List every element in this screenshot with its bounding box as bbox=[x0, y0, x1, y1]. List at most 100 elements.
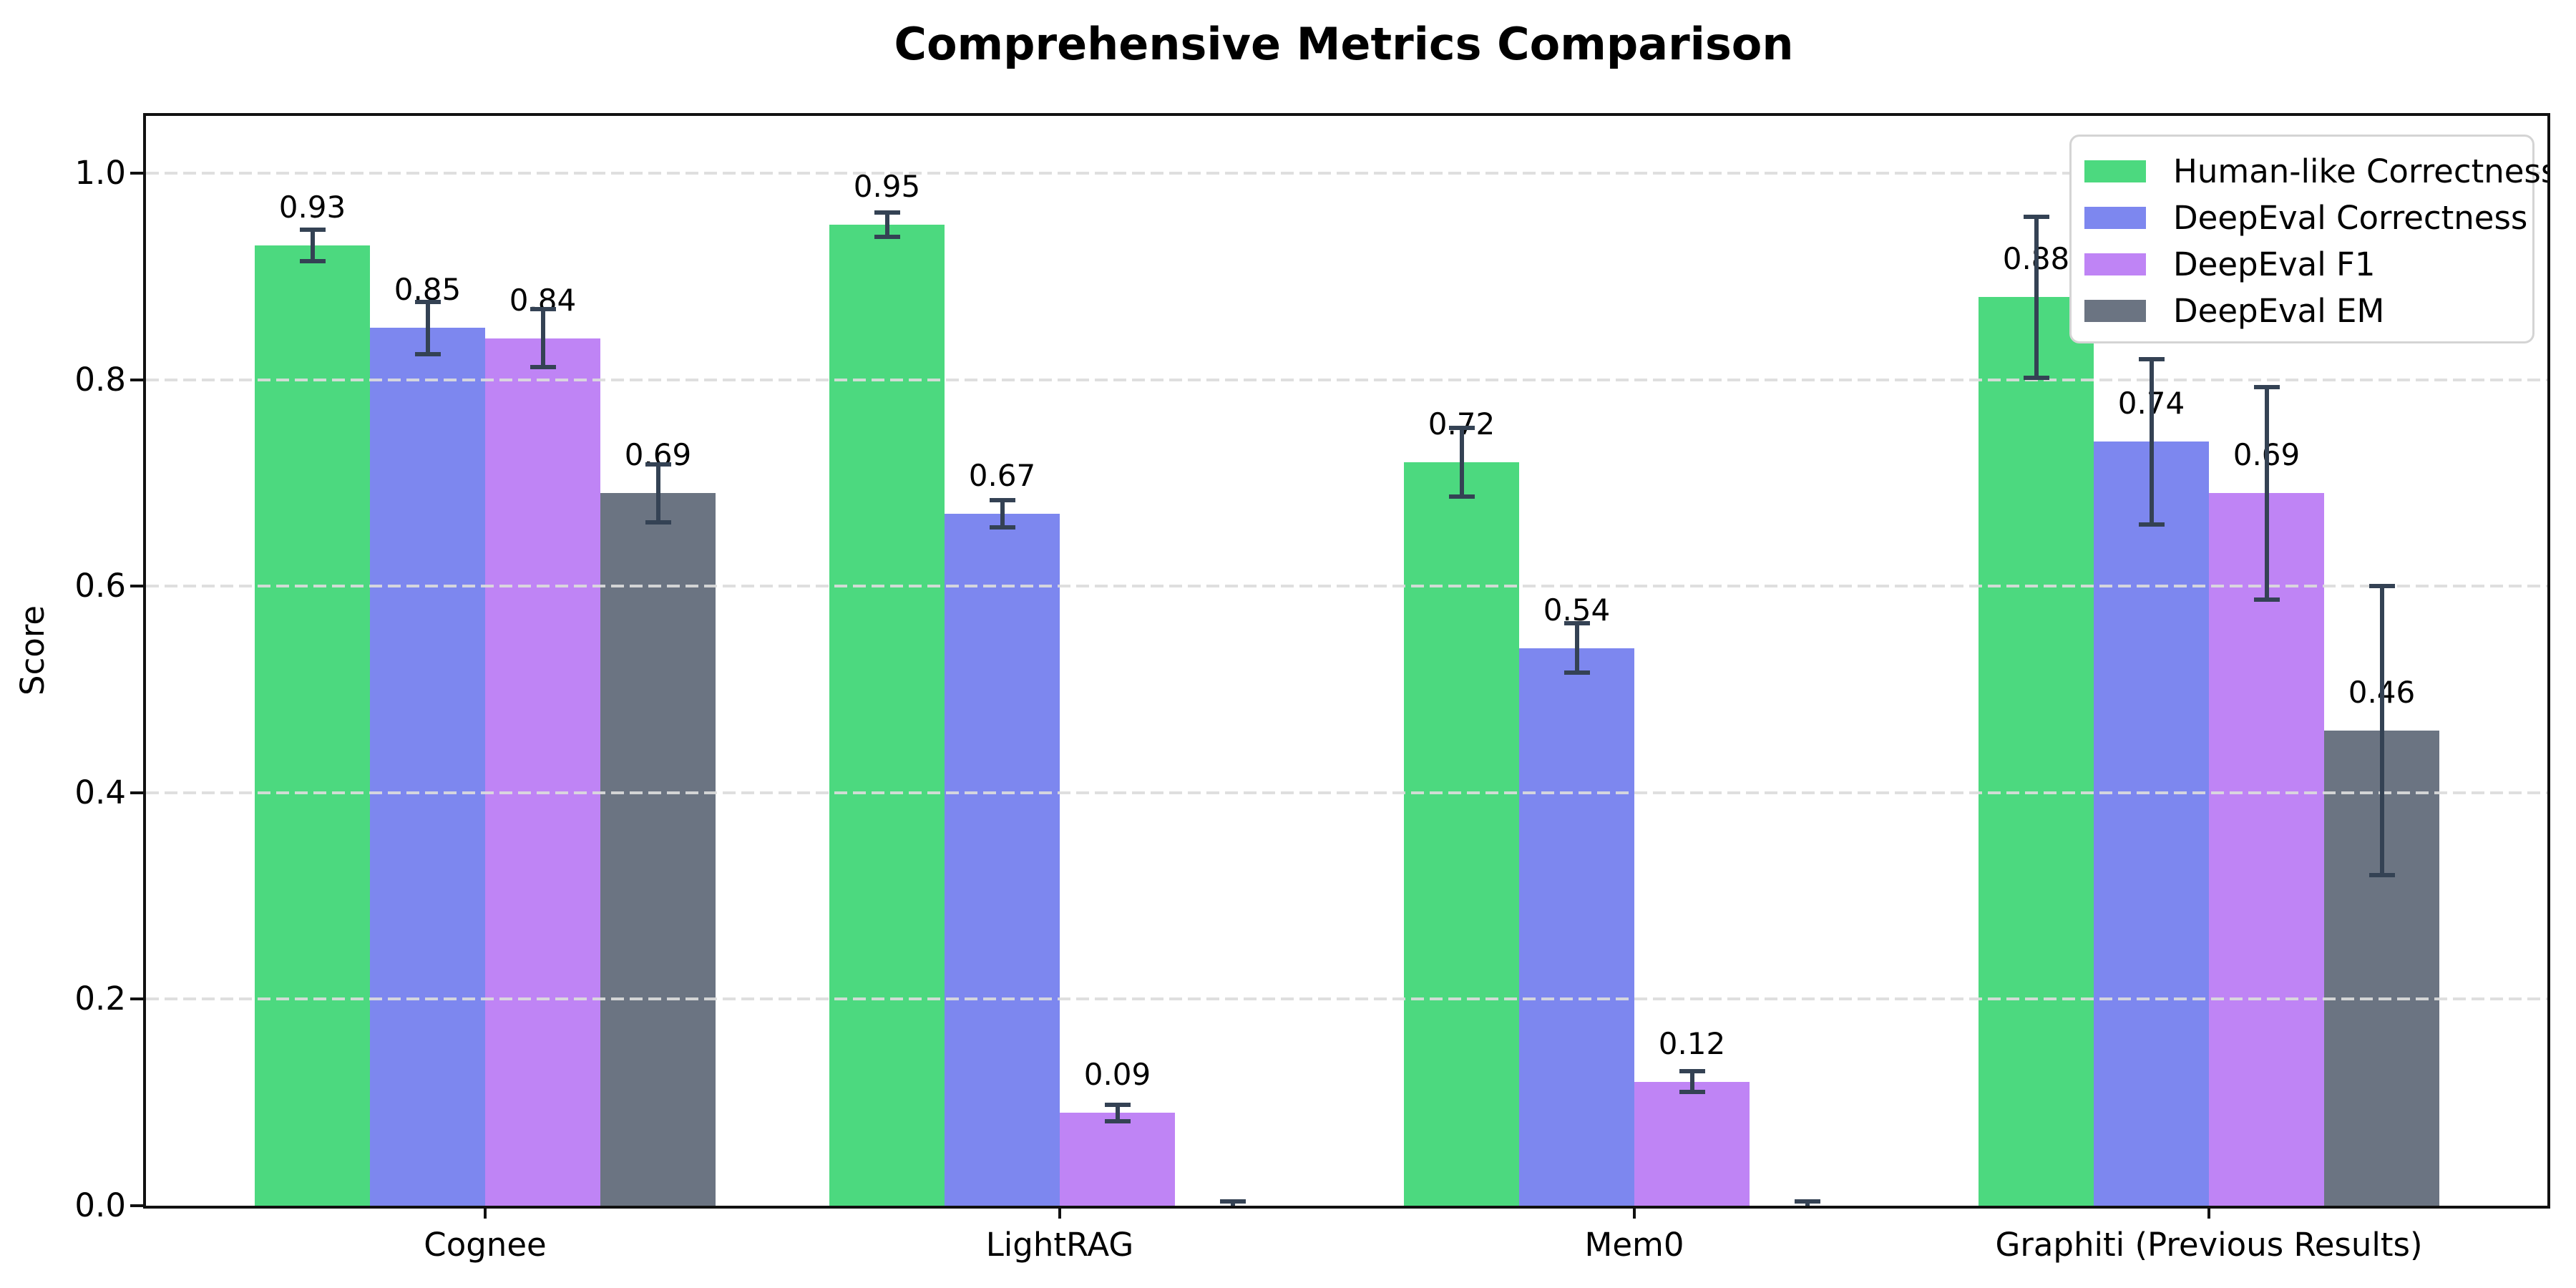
error-bar-cap bbox=[2023, 214, 2049, 219]
gridline-y-0.6 bbox=[146, 585, 2547, 588]
y-tick-mark bbox=[130, 378, 143, 381]
legend-item-label: DeepEval Correctness bbox=[2173, 198, 2528, 237]
error-bar bbox=[310, 230, 315, 261]
error-bar-cap bbox=[645, 462, 671, 467]
x-tick-mark bbox=[2207, 1206, 2210, 1219]
error-bar bbox=[1574, 623, 1579, 673]
legend-swatch bbox=[2084, 300, 2146, 322]
error-bar bbox=[2149, 358, 2154, 525]
y-tick-label: 0.2 bbox=[74, 980, 126, 1018]
bar-value-label: 0.09 bbox=[1083, 1057, 1151, 1093]
gridline-y-1.0 bbox=[146, 172, 2547, 175]
error-bar-cap bbox=[2138, 522, 2165, 527]
error-bar-cap bbox=[1448, 494, 1475, 499]
error-bar-cap bbox=[1220, 1208, 1246, 1209]
legend-item: DeepEval Correctness bbox=[2084, 195, 2527, 241]
legend-swatch bbox=[2084, 253, 2146, 275]
error-bar bbox=[1115, 1104, 1120, 1121]
y-tick-mark bbox=[130, 997, 143, 1001]
bar-value-label: 0.67 bbox=[968, 458, 1036, 494]
y-axis-title: Score bbox=[14, 605, 52, 696]
bar-deepeval-f1-3 bbox=[2209, 493, 2324, 1206]
error-bar-cap bbox=[1104, 1102, 1131, 1107]
error-bar-cap bbox=[1679, 1069, 1705, 1074]
error-bar bbox=[884, 212, 889, 238]
legend-swatch bbox=[2084, 207, 2146, 229]
bar-value-label: 0.93 bbox=[278, 190, 346, 225]
error-bar bbox=[2264, 386, 2269, 600]
error-bar-cap bbox=[2368, 873, 2395, 878]
error-bar-cap bbox=[874, 235, 900, 240]
error-bar-cap bbox=[2023, 375, 2049, 380]
error-bar-cap bbox=[2138, 356, 2165, 361]
bar-deepeval-correctness-0 bbox=[370, 328, 485, 1206]
legend-item: Human-like Correctness bbox=[2084, 148, 2547, 195]
gridline-y-0.4 bbox=[146, 791, 2547, 794]
error-bar-cap bbox=[989, 498, 1015, 503]
bar-value-label: 0.95 bbox=[853, 169, 921, 205]
error-bar-cap bbox=[414, 300, 441, 305]
bar-deepeval-correctness-2 bbox=[1519, 648, 1634, 1206]
error-bar bbox=[1459, 428, 1464, 497]
error-bar-cap bbox=[1679, 1090, 1705, 1095]
bar-deepeval-f1-0 bbox=[485, 338, 600, 1206]
y-tick-label: 0.6 bbox=[74, 567, 126, 605]
y-tick-label: 0.0 bbox=[74, 1186, 126, 1224]
error-bar bbox=[1000, 500, 1005, 527]
gridline-y-0.2 bbox=[146, 997, 2547, 1001]
bar-deepeval-f1-2 bbox=[1634, 1081, 1750, 1206]
legend-item-label: DeepEval F1 bbox=[2173, 245, 2376, 283]
error-bar-cap bbox=[414, 351, 441, 356]
y-tick-mark bbox=[130, 172, 143, 175]
y-tick-mark bbox=[130, 585, 143, 588]
error-bar bbox=[2034, 216, 2039, 378]
legend: Human-like Correctness DeepEval Correctne… bbox=[2069, 135, 2547, 343]
gridline-y-0.8 bbox=[146, 378, 2547, 381]
error-bar-cap bbox=[1794, 1199, 1820, 1204]
legend-item-label: DeepEval EM bbox=[2173, 291, 2385, 330]
x-tick-label-1: LightRAG bbox=[985, 1226, 1134, 1264]
error-bar-cap bbox=[1563, 670, 1590, 675]
y-tick-mark bbox=[130, 1204, 143, 1207]
error-bar-cap bbox=[1563, 621, 1590, 626]
x-tick-mark bbox=[1058, 1206, 1061, 1219]
error-bar-cap bbox=[530, 307, 556, 312]
x-tick-label-2: Mem0 bbox=[1584, 1226, 1684, 1264]
error-bar-cap bbox=[2368, 584, 2395, 589]
error-bar-cap bbox=[645, 519, 671, 525]
bar-deepeval-f1-1 bbox=[1060, 1113, 1175, 1206]
bar-value-label: 0.12 bbox=[1658, 1025, 1726, 1061]
legend-item: DeepEval F1 bbox=[2084, 241, 2518, 288]
x-tick-mark bbox=[1633, 1206, 1636, 1219]
error-bar-cap bbox=[2253, 384, 2280, 389]
error-bar-cap bbox=[299, 228, 326, 233]
error-bar bbox=[540, 309, 545, 368]
x-tick-label-0: Cognee bbox=[424, 1226, 547, 1264]
error-bar bbox=[2379, 586, 2384, 876]
error-bar-cap bbox=[989, 525, 1015, 530]
y-tick-mark bbox=[130, 791, 143, 794]
legend-swatch bbox=[2084, 160, 2146, 182]
error-bar-cap bbox=[2253, 597, 2280, 602]
bar-deepeval-em-0 bbox=[600, 493, 716, 1206]
x-tick-label-3: Graphiti (Previous Results) bbox=[1995, 1226, 2423, 1264]
error-bar bbox=[1689, 1071, 1694, 1093]
bar-human-like-correctness-3 bbox=[1979, 297, 2094, 1206]
y-tick-label: 1.0 bbox=[74, 154, 126, 192]
y-tick-label: 0.4 bbox=[74, 773, 126, 811]
error-bar-cap bbox=[1104, 1118, 1131, 1123]
plot-area: 0.930.950.720.880.850.670.540.740.840.09… bbox=[143, 113, 2550, 1209]
legend-item: DeepEval EM bbox=[2084, 288, 2518, 334]
error-bar-cap bbox=[299, 258, 326, 263]
error-bar-cap bbox=[1795, 1208, 1820, 1209]
error-bar bbox=[655, 464, 660, 522]
bar-human-like-correctness-2 bbox=[1404, 462, 1519, 1206]
bar-deepeval-correctness-1 bbox=[945, 514, 1060, 1206]
bar-human-like-correctness-0 bbox=[255, 245, 370, 1206]
chart-title: Comprehensive Metrics Comparison bbox=[894, 18, 1794, 70]
error-bar-cap bbox=[1219, 1199, 1246, 1204]
error-bar-cap bbox=[530, 365, 556, 370]
bar-deepeval-correctness-3 bbox=[2094, 441, 2209, 1206]
error-bar-cap bbox=[1448, 426, 1475, 431]
